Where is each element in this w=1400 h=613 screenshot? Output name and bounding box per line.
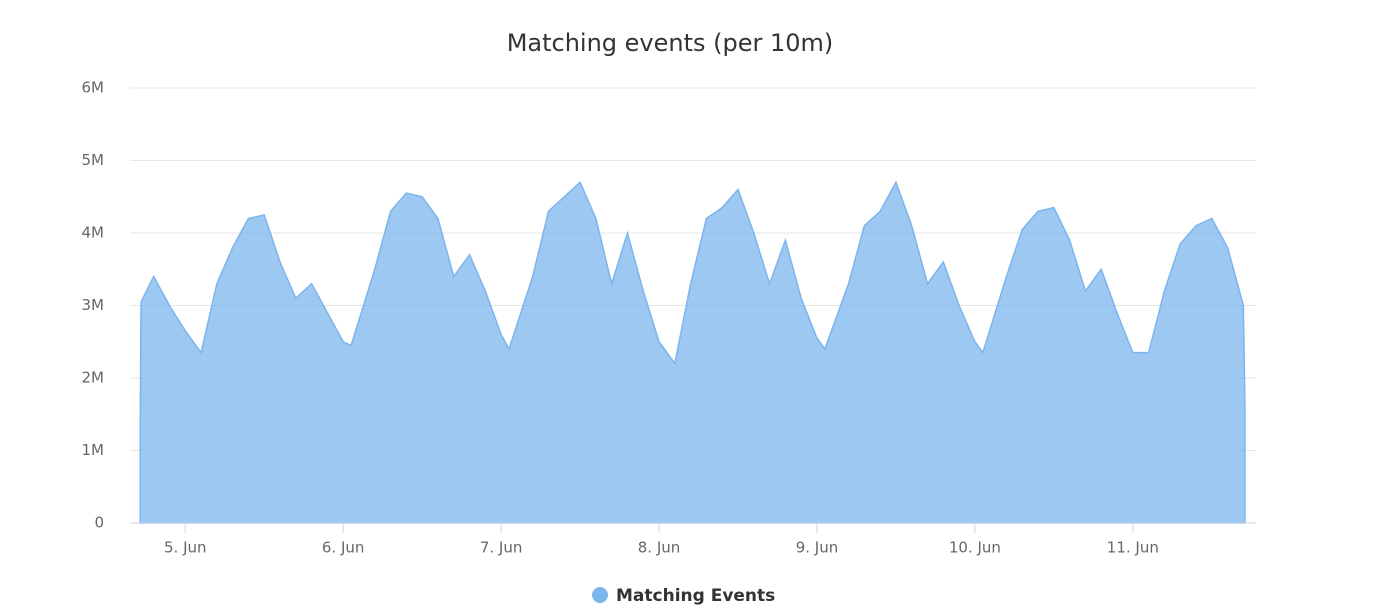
y-tick-label: 2M bbox=[82, 369, 105, 387]
x-tick-label: 5. Jun bbox=[164, 539, 207, 557]
y-tick-label: 3M bbox=[82, 296, 105, 314]
y-tick-label: 1M bbox=[82, 441, 105, 459]
x-tick-label: 9. Jun bbox=[796, 539, 839, 557]
legend-label: Matching Events bbox=[616, 586, 775, 606]
chart-title: Matching events (per 10m) bbox=[507, 29, 834, 57]
y-tick-label: 0 bbox=[94, 514, 104, 532]
y-tick-label: 6M bbox=[82, 79, 105, 97]
legend-marker bbox=[592, 587, 608, 603]
x-tick-label: 11. Jun bbox=[1107, 539, 1159, 557]
x-tick-label: 6. Jun bbox=[322, 539, 365, 557]
x-tick-label: 10. Jun bbox=[949, 539, 1001, 557]
area bbox=[139, 180, 1246, 524]
x-tick-label: 7. Jun bbox=[480, 539, 523, 557]
y-tick-label: 5M bbox=[82, 151, 105, 169]
y-tick-label: 4M bbox=[82, 224, 105, 242]
x-tick-label: 8. Jun bbox=[638, 539, 681, 557]
